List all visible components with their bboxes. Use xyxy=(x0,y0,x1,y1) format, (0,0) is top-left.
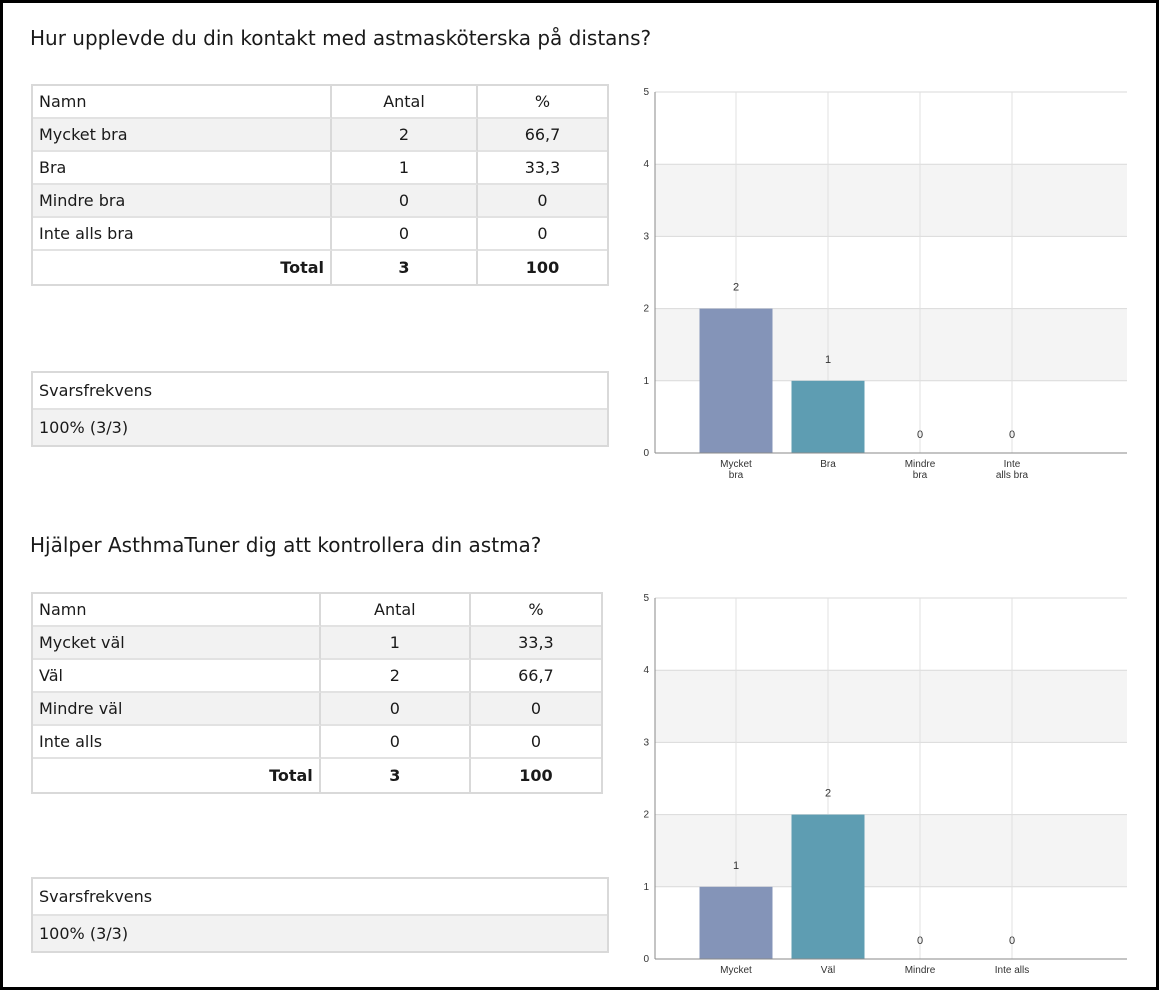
table-row: Bra 1 33,3 xyxy=(33,152,607,185)
total-count: 3 xyxy=(332,251,478,284)
row-pct: 33,3 xyxy=(470,627,601,660)
response-rate-label: Svarsfrekvens xyxy=(33,373,607,410)
category-label: Bra xyxy=(820,459,836,470)
row-pct: 0 xyxy=(478,185,607,218)
table-row: Mindre väl 0 0 xyxy=(33,693,601,726)
header-pct: % xyxy=(478,86,607,119)
y-tick-label: 3 xyxy=(643,737,649,748)
row-count: 2 xyxy=(332,119,478,152)
category-label: Inte xyxy=(1004,459,1021,470)
category-label: alls bra xyxy=(996,470,1029,481)
table-row: Väl 2 66,7 xyxy=(33,660,601,693)
category-label: bra xyxy=(729,470,744,481)
row-name: Mindre bra xyxy=(33,185,332,218)
total-pct: 100 xyxy=(519,766,553,785)
category-label: Mycket xyxy=(720,459,752,470)
table-row: Mycket bra 2 66,7 xyxy=(33,119,607,152)
total-label: Total xyxy=(33,759,321,792)
table-row: Inte alls bra 0 0 xyxy=(33,218,607,251)
y-tick-label: 1 xyxy=(643,882,649,893)
row-name: Inte alls bra xyxy=(33,218,332,251)
table-header-row: Namn Antal % xyxy=(33,86,607,119)
row-name: Mindre väl xyxy=(33,693,321,726)
table-total-row: Total 3 100 xyxy=(33,251,607,284)
total-pct: 100 xyxy=(525,258,560,277)
data-label: 0 xyxy=(917,429,923,441)
question-1-response-rate: Svarsfrekvens 100% (3/3) xyxy=(31,371,609,447)
y-tick-label: 4 xyxy=(643,159,649,170)
header-namn: Namn xyxy=(33,86,332,119)
y-tick-label: 3 xyxy=(643,231,649,242)
table-row: Mindre bra 0 0 xyxy=(33,185,607,218)
y-tick-label: 1 xyxy=(643,376,649,387)
row-pct: 0 xyxy=(478,218,607,251)
question-1-bar-chart: 0123452Mycketbra1Bra0Mindrebra0Intealls … xyxy=(643,87,1127,481)
bar xyxy=(791,814,865,959)
category-label: Inte alls xyxy=(995,965,1029,976)
question-2-title: Hjälper AsthmaTuner dig att kontrollera … xyxy=(30,533,542,557)
row-pct: 33,3 xyxy=(478,152,607,185)
response-rate-value: 100% (3/3) xyxy=(33,410,607,445)
table-total-row: Total 3 100 xyxy=(33,759,601,792)
data-label: 2 xyxy=(825,788,831,800)
question-2-table: Namn Antal % Mycket väl 1 33,3 Väl 2 66,… xyxy=(31,592,603,794)
grid-band xyxy=(655,164,1127,237)
row-count: 1 xyxy=(320,627,471,660)
data-label: 2 xyxy=(733,282,739,294)
bar xyxy=(699,886,773,959)
y-tick-label: 4 xyxy=(643,665,649,676)
category-label: Mindre xyxy=(905,965,936,976)
data-label: 1 xyxy=(825,354,831,366)
data-label: 1 xyxy=(733,860,739,872)
question-2-response-rate: Svarsfrekvens 100% (3/3) xyxy=(31,877,609,953)
row-count: 0 xyxy=(332,185,478,218)
response-rate-value: 100% (3/3) xyxy=(33,916,607,951)
header-namn: Namn xyxy=(33,594,321,627)
header-antal: Antal xyxy=(320,594,471,627)
header-antal: Antal xyxy=(332,86,478,119)
row-count: 0 xyxy=(320,693,471,726)
row-pct: 0 xyxy=(470,693,601,726)
y-tick-label: 0 xyxy=(643,448,649,459)
y-tick-label: 0 xyxy=(643,954,649,965)
row-name: Inte alls xyxy=(33,726,321,759)
row-count: 0 xyxy=(332,218,478,251)
y-tick-label: 5 xyxy=(643,593,649,604)
row-count: 1 xyxy=(332,152,478,185)
row-pct: 66,7 xyxy=(470,660,601,693)
header-pct: % xyxy=(470,594,601,627)
row-name: Mycket bra xyxy=(33,119,332,152)
data-label: 0 xyxy=(1009,935,1015,947)
row-count: 0 xyxy=(320,726,471,759)
row-count: 2 xyxy=(320,660,471,693)
category-label: Väl xyxy=(821,965,835,976)
table-row: Mycket väl 1 33,3 xyxy=(33,627,601,660)
row-pct: 66,7 xyxy=(478,119,607,152)
row-name: Väl xyxy=(33,660,321,693)
question-1-table: Namn Antal % Mycket bra 2 66,7 Bra 1 33,… xyxy=(31,84,609,286)
total-count: 3 xyxy=(321,759,471,792)
total-label: Total xyxy=(33,251,332,284)
question-1-title: Hur upplevde du din kontakt med astmaskö… xyxy=(30,26,652,50)
question-2-bar-chart: 0 1 2 3 4 5 1 Mycket 2 Väl 0 Mindre 0 Inte alls xyxy=(643,593,1127,976)
category-label: bra xyxy=(913,470,928,481)
table-header-row: Namn Antal % xyxy=(33,594,601,627)
data-label: 0 xyxy=(1009,429,1015,441)
grid-band xyxy=(655,814,1127,887)
bar xyxy=(699,308,773,453)
y-tick-label: 2 xyxy=(643,810,649,821)
y-tick-label: 2 xyxy=(643,304,649,315)
category-label: Mycket xyxy=(720,965,752,976)
data-label: 0 xyxy=(917,935,923,947)
grid-band xyxy=(655,670,1127,743)
y-tick-label: 5 xyxy=(643,87,649,98)
category-label: Mindre xyxy=(905,459,936,470)
bar xyxy=(791,380,865,453)
response-rate-label: Svarsfrekvens xyxy=(33,879,607,916)
row-pct: 0 xyxy=(470,726,601,759)
row-name: Mycket väl xyxy=(33,627,321,660)
table-row: Inte alls 0 0 xyxy=(33,726,601,759)
row-name: Bra xyxy=(33,152,332,185)
